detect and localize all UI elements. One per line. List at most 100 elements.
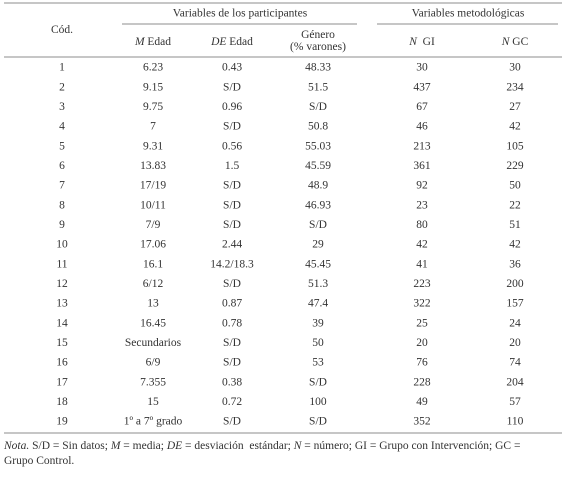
table-cell: 7.355 [140,376,166,388]
table-cell: 14 [56,317,68,329]
table-cell: 0.56 [222,140,242,152]
table-cell: 9 [59,219,65,231]
table-cell: 20 [416,337,428,349]
table-cell: 53 [312,357,324,369]
header-segment: GI [417,36,435,48]
header-segment: Cód. [51,24,73,36]
column-header: DE Edad [210,36,253,48]
table-cell: 16.1 [143,258,163,270]
table-cell: S/D [309,416,327,428]
group-header: Variables metodológicas [412,8,525,20]
table-cell: 39 [312,317,324,329]
table-cell: S/D [223,219,241,231]
table-cell: 36 [509,258,521,270]
header-segment: DE [210,36,226,48]
table-cell: 23 [416,199,428,211]
table-cell: 48.33 [305,62,331,74]
table-cell: 46 [416,121,428,133]
table-cell: 8 [59,199,65,211]
table-cell: 7 [150,121,156,133]
table-cell: 6/12 [143,278,164,290]
table-cell: 42 [509,239,521,251]
table-cell: 13.83 [140,160,166,172]
table-cell: 7 [59,180,65,192]
header-segment: (% varones) [290,41,346,53]
table-cell: 46.93 [305,199,331,211]
note-segment: = media; [120,440,166,452]
header-segment: GC [509,36,528,48]
table-cell: 105 [506,140,524,152]
table-cell: 437 [413,81,431,93]
table-cell: 6 [59,160,65,172]
table-cell: 5 [59,140,65,152]
table-cell: 17.06 [140,239,166,251]
table-cell: S/D [223,278,241,290]
table-cell: S/D [223,337,241,349]
table-cell: 200 [506,278,524,290]
table-cell: 157 [506,298,524,310]
column-header: Género [301,29,335,41]
table-cell: S/D [223,357,241,369]
note-segment: N [293,440,303,452]
table-cell: 10 [56,239,68,251]
note-segment: S/D = Sin datos; [29,440,111,452]
table-cell: 229 [506,160,524,172]
table-cell: 13 [147,298,159,310]
table-note: Nota. S/D = Sin datos; M = media; DE = d… [3,440,520,452]
table-cell: S/D [309,219,327,231]
table-cell: 15 [56,337,68,349]
header-segment: N [408,36,418,48]
table-cell: 30 [509,62,521,74]
table-cell: 1.5 [225,160,240,172]
table-cell: 17/19 [140,180,166,192]
table-cell: 20 [509,337,521,349]
note-segment: DE [166,440,182,452]
table-cell: 80 [416,219,428,231]
table-cell: S/D [223,121,241,133]
table-cell: 16 [56,357,68,369]
table-cell: 6.23 [143,62,163,74]
table-cell: 0.43 [222,62,242,74]
table-cell: 0.38 [222,376,242,388]
table-cell: 57 [509,396,521,408]
header-segment: Edad [145,36,172,48]
header-segment: M [134,36,146,48]
table-cell: S/D [309,376,327,388]
table-cell: 42 [509,121,521,133]
header-segment: Edad [226,36,253,48]
table-cell: 50 [509,180,521,192]
table-cell: 45.45 [305,258,331,270]
table-cell: S/D [223,199,241,211]
table-cell: 4 [59,121,65,133]
table-cell: 51 [509,219,521,231]
table-cell: 51.3 [308,278,328,290]
table-cell: 6/9 [146,357,161,369]
table-cell: 15 [147,396,159,408]
header-segment: Género [301,29,335,41]
table-cell: 51.5 [308,81,328,93]
table-note: Grupo Control. [4,455,74,467]
table-cell: 2.44 [222,239,242,251]
note-segment: = número; GI = Grupo con Intervención; G… [301,440,520,452]
table-cell: 3 [59,101,65,113]
note-segment: Grupo Control. [4,455,74,467]
table-cell: 30 [416,62,428,74]
table-cell: 18 [56,396,68,408]
table-cell: 2 [59,81,65,93]
table-cell: 13 [56,298,68,310]
table-cell: 322 [413,298,431,310]
table-cell: 7/9 [146,219,161,231]
table-cell: 47.4 [308,298,328,310]
table-cell: 11 [56,258,67,270]
table-cell: Secundarios [125,337,182,349]
table-cell: 92 [416,180,428,192]
table-cell: 213 [413,140,431,152]
table-cell: 29 [312,239,324,251]
table-cell: 17 [56,376,68,388]
column-header: N GC [501,36,529,48]
table-cell: 223 [413,278,431,290]
table-cell: 9.75 [143,101,163,113]
table-cell: 25 [416,317,428,329]
column-header: (% varones) [290,41,346,53]
